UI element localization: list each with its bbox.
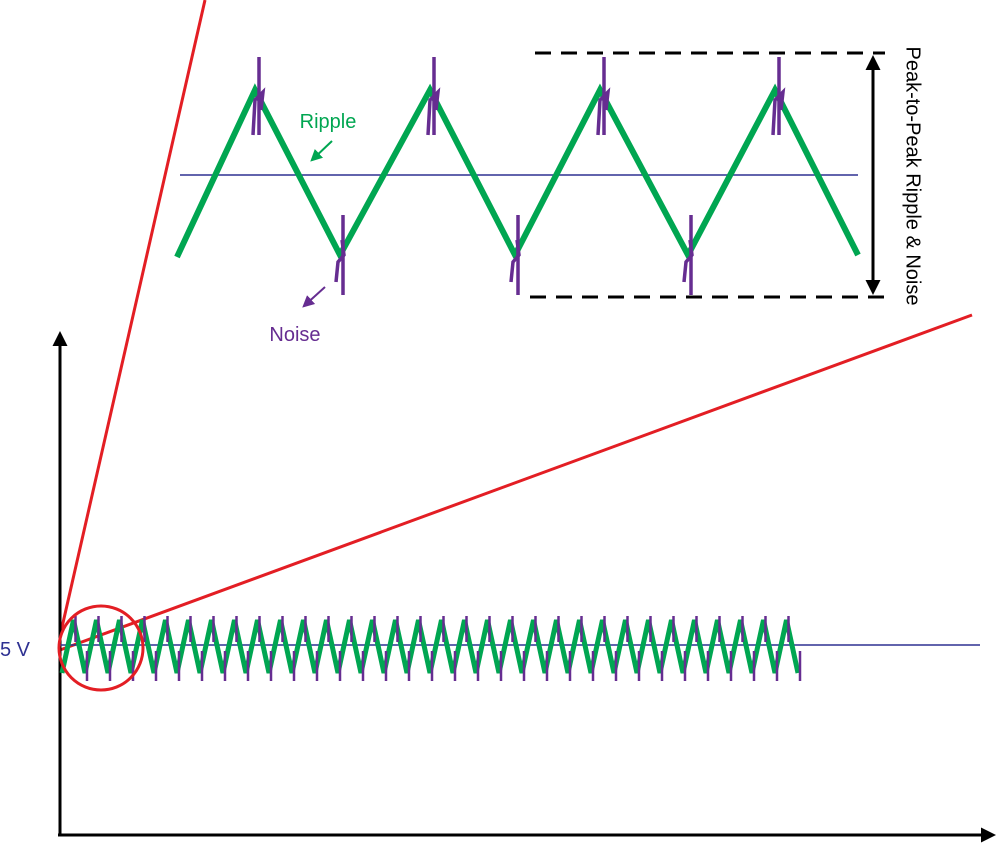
small-waveform: [59, 616, 802, 681]
range-label: Peak-to-Peak Ripple & Noise: [902, 46, 924, 305]
ripple-wave: [174, 83, 861, 262]
noise-spike: [426, 87, 441, 136]
noise-pointer: [302, 286, 326, 308]
ripple-pointer: [310, 140, 333, 162]
noise-spike: [251, 87, 266, 136]
noise-spike: [682, 239, 694, 283]
noise-spike: [771, 87, 786, 136]
noise-spike: [334, 239, 346, 283]
noise-spike: [596, 87, 611, 136]
zoom-line: [58, 0, 207, 637]
voltage-label: 5 V: [0, 639, 31, 661]
zoom-circle: [57, 604, 145, 692]
noise-spike: [509, 239, 521, 283]
noise-label: Noise: [269, 324, 320, 346]
ripple-label: Ripple: [300, 111, 357, 133]
ripple-wave: [59, 619, 801, 674]
zoomed-waveform: [174, 57, 861, 295]
zoom-line: [59, 313, 973, 652]
